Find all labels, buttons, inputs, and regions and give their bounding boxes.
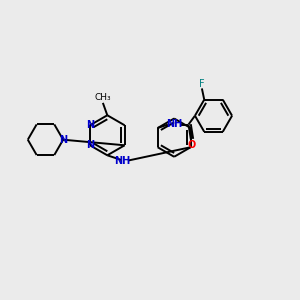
- Text: N: N: [59, 135, 67, 145]
- Text: O: O: [187, 140, 196, 150]
- Text: NH: NH: [115, 156, 131, 166]
- Text: F: F: [199, 79, 205, 89]
- Text: N: N: [86, 140, 94, 150]
- Text: N: N: [86, 120, 94, 130]
- Text: CH₃: CH₃: [94, 93, 111, 102]
- Text: NH: NH: [166, 118, 182, 129]
